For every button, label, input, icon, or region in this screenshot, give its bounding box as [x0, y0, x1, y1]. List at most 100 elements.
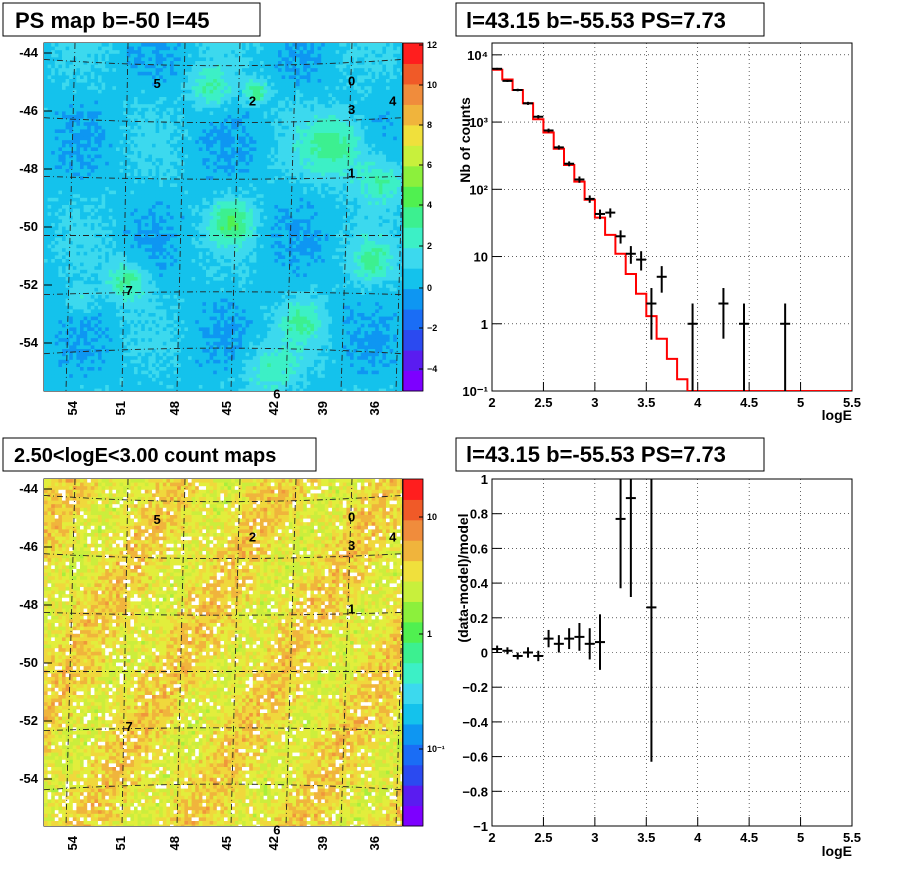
- tl-heat-cell: [346, 68, 351, 73]
- tl-heat-cell: [278, 158, 282, 163]
- tl-heat-cell: [364, 205, 369, 209]
- tl-heat-cell: [137, 64, 142, 69]
- tl-heat-cell: [177, 53, 182, 58]
- tl-heat-cell: [155, 57, 160, 62]
- tl-heat-cell: [206, 115, 210, 119]
- tl-heat-cell: [119, 136, 124, 141]
- tl-heat-cell: [198, 93, 203, 98]
- tl-heat-cell: [292, 122, 297, 127]
- tl-heat-cell: [339, 93, 344, 98]
- tl-heat-cell: [267, 129, 272, 134]
- tl-heat-cell: [382, 169, 387, 173]
- tl-heat-cell: [227, 122, 232, 127]
- tl-heat-cell: [152, 115, 156, 119]
- tl-heat-cell: [371, 133, 376, 137]
- tl-heat-cell: [321, 140, 326, 145]
- tl-heat-cell: [191, 219, 196, 224]
- tl-heat-cell: [303, 215, 308, 220]
- tl-heat-cell: [166, 208, 171, 213]
- tl-heat-cell: [180, 89, 185, 94]
- tl-heat-cell: [353, 172, 358, 177]
- tl-heat-cell: [310, 100, 315, 105]
- tl-heat-cell: [170, 71, 174, 76]
- tl-heat-cell: [364, 97, 369, 101]
- tl-heat-cell: [213, 89, 218, 94]
- tl-heat-cell: [220, 194, 225, 199]
- tl-heat-cell: [94, 183, 99, 188]
- tl-heat-cell: [159, 118, 164, 123]
- tl-heat-cell: [371, 187, 376, 191]
- tl-heat-cell: [123, 111, 128, 116]
- tl-heat-cell: [375, 68, 380, 73]
- tl-heat-cell: [368, 154, 372, 159]
- tl-heat-cell: [260, 61, 264, 65]
- tl-heat-cell: [108, 115, 113, 119]
- tl-heat-cell: [105, 43, 110, 47]
- tl-heat-cell: [375, 133, 380, 137]
- tl-heat-cell: [321, 219, 326, 224]
- tl-heat-cell: [166, 50, 171, 55]
- tl-heat-cell: [227, 118, 232, 123]
- tl-heat-cell: [108, 194, 113, 199]
- tl-heat-cell: [191, 82, 196, 87]
- tl-heat-cell: [130, 86, 135, 91]
- tl-heat-cell: [360, 111, 365, 116]
- tl-heat-cell: [155, 93, 160, 98]
- tl-heat-cell: [105, 64, 110, 69]
- tl-heat-cell: [134, 158, 138, 163]
- tl-heat-cell: [62, 89, 66, 94]
- tl-heat-cell: [393, 197, 398, 202]
- tl-heat-cell: [378, 158, 383, 163]
- tl-heat-cell: [65, 93, 70, 98]
- tl-heat-cell: [299, 111, 304, 116]
- tl-heat-cell: [292, 125, 297, 130]
- tl-heat-cell: [353, 151, 358, 155]
- tl-heat-cell: [213, 154, 218, 159]
- tl-heat-cell: [303, 158, 308, 163]
- tl-heat-cell: [98, 143, 102, 148]
- tl-heat-cell: [256, 57, 261, 62]
- tl-heat-cell: [116, 104, 120, 109]
- tl-heat-cell: [202, 136, 207, 141]
- tl-heat-cell: [173, 115, 178, 119]
- tl-heat-cell: [62, 165, 66, 170]
- tl-heat-cell: [72, 68, 77, 73]
- tl-heat-cell: [209, 197, 214, 202]
- tl-heat-cell: [195, 205, 200, 209]
- tl-heat-cell: [108, 154, 113, 159]
- tl-heat-cell: [94, 212, 99, 217]
- tl-heat-cell: [137, 133, 142, 137]
- tl-heat-cell: [51, 158, 56, 163]
- tl-heat-cell: [198, 151, 203, 155]
- tl-heat-cell: [162, 165, 167, 170]
- tl-heat-cell: [195, 118, 200, 123]
- tl-heat-cell: [148, 161, 153, 166]
- tl-heat-cell: [51, 133, 56, 137]
- tl-heat-cell: [130, 50, 135, 55]
- tl-heat-cell: [400, 140, 402, 145]
- tl-heat-cell: [389, 50, 394, 55]
- tl-heat-cell: [242, 187, 246, 191]
- tl-heat-cell: [263, 53, 268, 58]
- tl-heat-cell: [148, 190, 153, 195]
- tl-heat-cell: [317, 151, 322, 155]
- tl-heat-cell: [242, 93, 246, 98]
- tl-heat-cell: [141, 89, 146, 94]
- tl-heat-cell: [166, 93, 171, 98]
- tl-heat-cell: [396, 172, 401, 177]
- tl-heat-cell: [177, 172, 182, 177]
- tl-heat-cell: [90, 154, 95, 159]
- tl-heat-cell: [353, 187, 358, 191]
- tl-heat-cell: [94, 57, 99, 62]
- tl-heat-cell: [126, 86, 131, 91]
- tl-heat-cell: [141, 183, 146, 188]
- tl-heat-cell: [382, 115, 387, 119]
- tl-heat-cell: [285, 82, 290, 87]
- tl-heat-cell: [76, 93, 81, 98]
- tl-heat-cell: [47, 125, 52, 130]
- tl-heat-cell: [159, 61, 164, 65]
- tl-heat-cell: [180, 75, 185, 80]
- tl-heat-cell: [321, 125, 326, 130]
- tl-heat-cell: [72, 165, 77, 170]
- tl-heat-cell: [368, 215, 372, 220]
